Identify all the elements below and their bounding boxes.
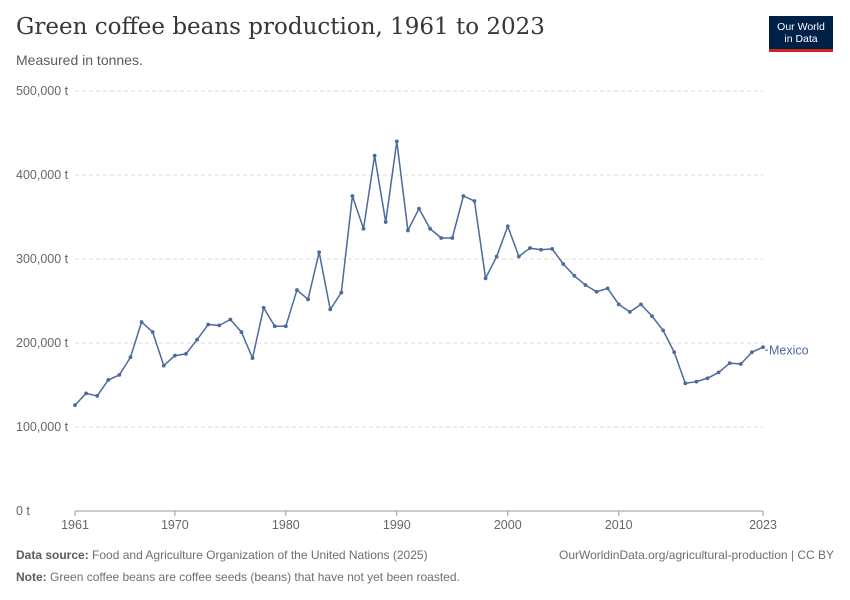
data-point: [195, 337, 199, 342]
data-point: [306, 297, 310, 302]
data-point: [184, 352, 188, 356]
data-point: [694, 379, 699, 384]
chart-note: Note: Green coffee beans are coffee seed…: [16, 570, 460, 584]
data-point: [550, 247, 555, 251]
y-tick-label: 100,000 t: [16, 420, 69, 434]
data-point: [283, 324, 288, 329]
x-tick-label: 2023: [749, 518, 777, 532]
data-point: [295, 288, 299, 292]
data-point: [738, 362, 743, 366]
data-point: [539, 247, 543, 252]
data-point: [428, 226, 432, 231]
logo-line-2: in Data: [784, 33, 818, 45]
y-tick-label: 300,000 t: [16, 252, 69, 266]
source-url[interactable]: OurWorldinData.org/agricultural-producti…: [558, 548, 834, 562]
data-point: [361, 226, 366, 231]
data-point: [594, 289, 599, 294]
data-point: [117, 373, 122, 377]
data-point: [95, 394, 100, 398]
y-tick-label: 500,000 t: [16, 84, 69, 98]
data-point: [750, 350, 754, 355]
data-point: [583, 283, 588, 287]
y-tick-label: 0 t: [16, 504, 30, 518]
data-point: [639, 302, 643, 307]
note-text: Green coffee beans are coffee seeds (bea…: [50, 570, 460, 584]
data-point: [627, 310, 632, 314]
series-line-mexico: [74, 140, 764, 406]
x-tick-label: 2010: [605, 518, 633, 532]
data-point: [472, 199, 477, 203]
data-point: [239, 330, 244, 334]
y-tick-label: 200,000 t: [16, 336, 69, 350]
data-point: [73, 403, 77, 408]
data-point: [339, 290, 344, 295]
series-label-mexico: Mexico: [769, 344, 809, 358]
data-point: [139, 320, 144, 324]
data-point: [250, 356, 255, 361]
data-point: [616, 302, 621, 307]
data-point: [383, 220, 388, 224]
data-point: [128, 355, 133, 360]
data-point: [84, 391, 88, 396]
data-point: [206, 322, 211, 327]
data-point: [228, 317, 233, 322]
data-point: [561, 262, 566, 266]
data-point: [450, 236, 455, 240]
data-point: [328, 307, 333, 312]
x-tick-label: 1961: [61, 518, 89, 532]
data-point: [705, 376, 710, 381]
data-point: [350, 194, 355, 198]
data-point: [217, 323, 222, 328]
data-point: [528, 246, 532, 250]
data-point: [605, 286, 610, 291]
data-point: [761, 345, 765, 350]
data-point: [272, 324, 277, 329]
data-point: [516, 254, 521, 259]
data-point: [483, 276, 488, 281]
data-point: [494, 254, 499, 259]
data-point: [317, 250, 322, 255]
data-point: [572, 273, 577, 278]
data-point: [261, 305, 266, 310]
logo-line-1: Our World: [777, 21, 825, 33]
data-point: [672, 350, 677, 355]
x-tick-label: 1980: [272, 518, 300, 532]
data-source-text[interactable]: Food and Agriculture Organization of the…: [92, 548, 428, 562]
data-point: [683, 381, 688, 386]
data-source-label: Data source:: [16, 548, 89, 562]
data-point: [727, 361, 732, 366]
data-point: [417, 206, 421, 211]
note-label: Note:: [16, 570, 47, 584]
data-point: [172, 353, 177, 358]
chart-title: Green coffee beans production, 1961 to 2…: [16, 14, 545, 40]
data-point: [439, 236, 444, 240]
x-tick-label: 1970: [161, 518, 189, 532]
chart-subtitle: Measured in tonnes.: [16, 52, 143, 68]
data-point: [650, 314, 654, 319]
data-point: [406, 228, 410, 233]
data-source: Data source: Food and Agriculture Organi…: [16, 548, 428, 562]
x-tick-label: 2000: [494, 518, 522, 532]
data-point: [372, 153, 377, 158]
x-tick-label: 1990: [383, 518, 411, 532]
y-tick-label: 400,000 t: [16, 168, 69, 182]
data-point: [661, 328, 666, 333]
data-point: [150, 330, 155, 334]
data-point: [461, 194, 466, 198]
owid-logo[interactable]: Our World in Data: [769, 16, 833, 52]
data-point: [716, 370, 721, 375]
data-point: [161, 363, 166, 368]
data-point: [394, 139, 399, 144]
data-point: [505, 224, 510, 229]
data-point: [106, 378, 111, 382]
